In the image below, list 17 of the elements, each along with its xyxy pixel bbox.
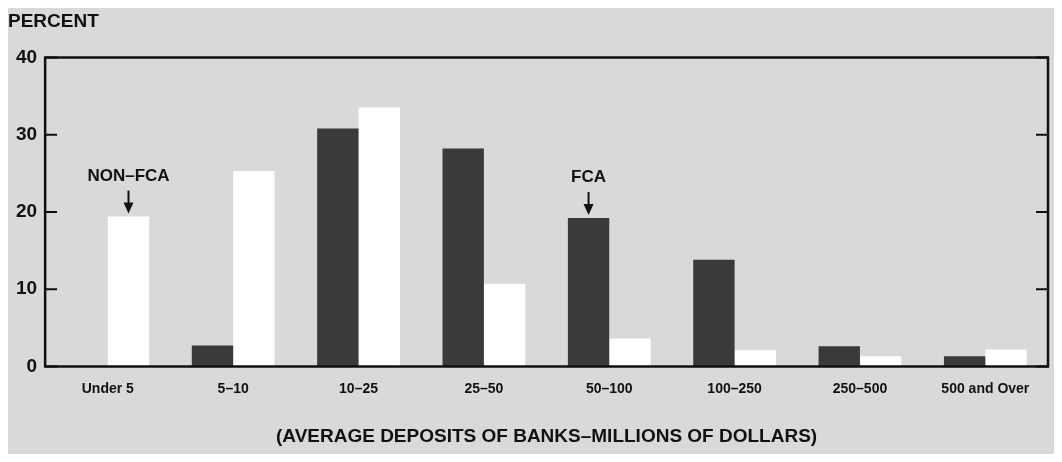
y-tick-label: 20 (15, 200, 38, 222)
x-tick-label: Under 5 (81, 379, 135, 396)
y-tick-label: 30 (15, 122, 38, 144)
x-tick-label: 50–100 (585, 379, 633, 396)
y-axis-title: PERCENT (8, 10, 99, 32)
annotation: NON–FCA (87, 165, 170, 185)
x-tick-label: 25–50 (464, 379, 504, 396)
x-tick-label: 5–10 (217, 379, 249, 396)
x-tick-label: 500 and Over (941, 379, 1030, 396)
x-axis-title: (AVERAGE DEPOSITS OF BANKS–MILLIONS OF DOLLARS) (275, 424, 818, 446)
x-tick-label: 10–25 (339, 379, 379, 396)
x-tick-label: 100–250 (707, 379, 763, 396)
y-tick-label: 10 (15, 277, 38, 299)
x-tick-label: 250–500 (832, 379, 888, 396)
annotation: FCA (571, 167, 607, 187)
y-tick-label: 40 (15, 45, 38, 67)
y-tick-label: 0 (26, 354, 38, 376)
